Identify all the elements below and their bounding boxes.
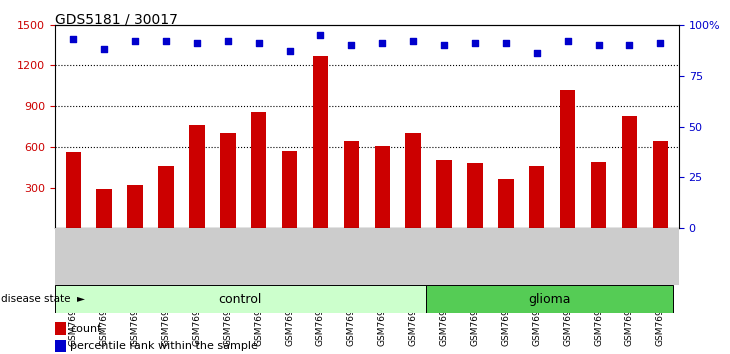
Point xyxy=(438,42,450,48)
Point xyxy=(500,40,512,46)
Bar xyxy=(55,285,426,313)
Bar xyxy=(529,166,545,228)
Text: percentile rank within the sample: percentile rank within the sample xyxy=(70,341,258,351)
Point xyxy=(129,38,141,44)
Point xyxy=(345,42,357,48)
Point xyxy=(99,46,110,52)
Point xyxy=(67,36,79,42)
Bar xyxy=(437,160,452,228)
Point xyxy=(562,38,574,44)
Bar xyxy=(498,179,514,228)
Point xyxy=(253,40,264,46)
Bar xyxy=(467,163,483,228)
Point xyxy=(377,40,388,46)
Text: control: control xyxy=(218,293,262,306)
Bar xyxy=(426,285,673,313)
Bar xyxy=(251,112,266,228)
Bar xyxy=(282,151,297,228)
Point xyxy=(593,42,604,48)
Bar xyxy=(96,189,112,228)
Point xyxy=(531,51,542,56)
Bar xyxy=(622,116,637,228)
Point xyxy=(469,40,481,46)
Bar xyxy=(405,133,421,228)
Bar xyxy=(344,142,359,228)
Bar xyxy=(374,145,390,228)
Text: count: count xyxy=(70,324,102,333)
Point xyxy=(407,38,419,44)
Bar xyxy=(55,322,66,335)
Bar xyxy=(591,162,607,228)
Point xyxy=(655,40,666,46)
Point xyxy=(222,38,234,44)
Bar xyxy=(220,133,236,228)
Bar xyxy=(189,125,204,228)
Text: glioma: glioma xyxy=(528,293,570,306)
Point xyxy=(284,48,296,54)
Point xyxy=(623,42,635,48)
Bar xyxy=(653,142,668,228)
Bar xyxy=(560,90,575,228)
Text: GDS5181 / 30017: GDS5181 / 30017 xyxy=(55,12,177,27)
Point xyxy=(160,38,172,44)
Point xyxy=(315,32,326,38)
Bar xyxy=(312,56,328,228)
Bar xyxy=(66,152,81,228)
Bar xyxy=(55,340,66,352)
Bar xyxy=(158,166,174,228)
Bar xyxy=(127,185,143,228)
Text: disease state  ►: disease state ► xyxy=(1,294,85,304)
Point xyxy=(191,40,203,46)
